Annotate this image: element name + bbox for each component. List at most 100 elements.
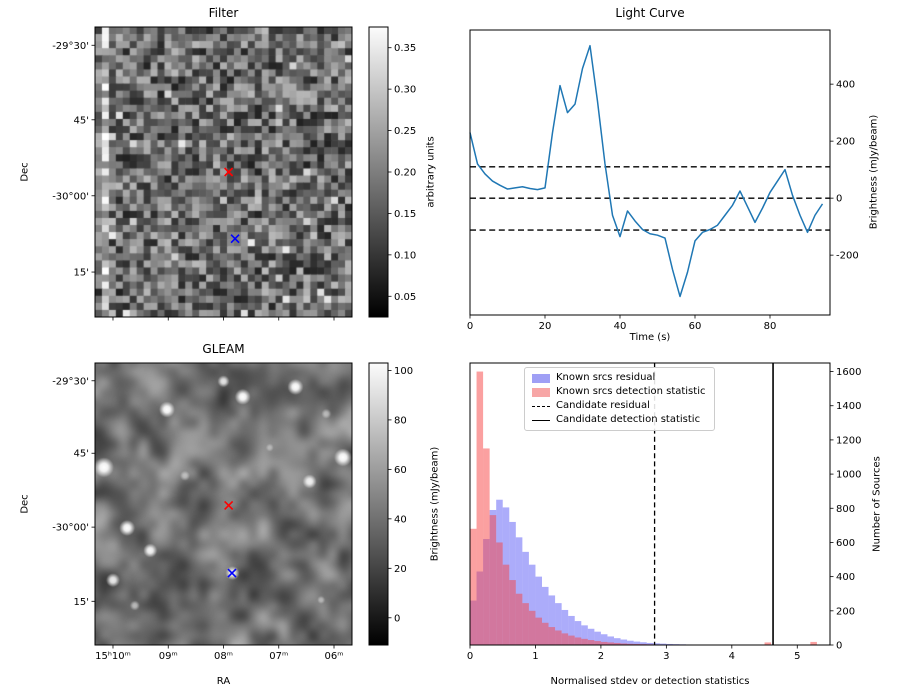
hist-bar-residual — [515, 537, 523, 645]
gleam-xlabel: RA — [216, 676, 231, 687]
hist-bar-detstat — [542, 622, 549, 645]
hist-bar-detstat — [627, 643, 634, 645]
tick-label: 0.20 — [394, 168, 416, 179]
light-curve-ylabel: Brightness (mJy/beam) — [868, 114, 880, 230]
light-curve-axes — [469, 29, 831, 316]
filter-colorbar-label: arbitrary units — [425, 136, 437, 208]
tick-label: 4 — [729, 651, 735, 662]
hist-bar-residual — [496, 499, 503, 645]
hist-bar-detstat — [515, 593, 523, 645]
tick-label: 60 — [394, 465, 407, 476]
filter-title: Filter — [208, 6, 239, 20]
tick-label: 40 — [614, 321, 627, 332]
hist-bar-residual — [627, 640, 634, 645]
tick-label: 800 — [836, 504, 855, 515]
legend-label-known-detstat: Known srcs detection statistic — [556, 386, 706, 397]
light-curve-line — [469, 44, 824, 298]
tick-label: -29°30' — [52, 41, 89, 52]
hist-bar-residual — [542, 586, 549, 645]
hist-bar-residual — [561, 609, 569, 645]
hist-bar-residual — [528, 564, 536, 645]
tick-label: -200 — [836, 251, 859, 262]
legend-label-candidate-detstat: Candidate detection statistic — [556, 414, 701, 425]
tick-label: 400 — [836, 572, 855, 583]
legend-row: Candidate detection statistic — [532, 414, 705, 426]
legend-row: Candidate residual — [532, 400, 705, 412]
gleam-colorbar-label: Brightness (mJy/beam) — [429, 446, 441, 562]
tick-label: 60 — [689, 321, 702, 332]
hist-bar-residual — [686, 644, 693, 645]
hist-bar-detstat — [548, 627, 556, 645]
hist-bar-residual — [489, 509, 497, 645]
hist-bar-detstat — [561, 633, 569, 645]
histogram-xlabel: Normalised stdev or detection statistics — [550, 676, 750, 687]
tick-label: 80 — [764, 321, 777, 332]
hist-bar-detstat — [620, 643, 628, 645]
hist-bar-detstat — [509, 580, 516, 645]
light-curve-title: Light Curve — [615, 6, 685, 20]
hist-bar-residual — [607, 636, 614, 645]
tick-label: 600 — [836, 538, 855, 549]
hist-bar-detstat — [535, 617, 542, 645]
hist-bar-detstat — [476, 371, 484, 645]
hist-bar-detstat — [633, 643, 641, 645]
hist-bar-residual — [679, 644, 686, 645]
hist-bar-detstat — [640, 644, 647, 645]
hist-bar-detstat — [555, 630, 562, 645]
tick-label: 08ᵐ — [214, 651, 233, 662]
tick-label: 0 — [836, 641, 842, 652]
filter-ylabel: Dec — [19, 162, 31, 182]
tick-label: 06ᵐ — [325, 651, 344, 662]
tick-label: 15ʰ10ᵐ — [95, 651, 131, 662]
tick-label: 40 — [394, 514, 407, 525]
tick-label: 100 — [394, 366, 413, 377]
hist-bar-residual — [594, 631, 601, 645]
tick-label: 1200 — [836, 435, 861, 446]
hist-bar-detstat — [653, 644, 660, 645]
hist-bar-detstat — [483, 448, 490, 645]
gleam-ylabel: Dec — [19, 494, 31, 514]
tick-label: 09ᵐ — [159, 651, 178, 662]
hist-bar-residual — [620, 639, 628, 645]
hist-bar-residual — [470, 600, 477, 645]
hist-bar-residual — [568, 615, 575, 645]
legend-row: Known srcs detection statistic — [532, 386, 705, 398]
tick-label: 20 — [394, 564, 407, 575]
tick-label: 0.15 — [394, 209, 416, 220]
hist-bar-detstat — [646, 644, 654, 645]
tick-label: 200 — [836, 137, 855, 148]
hist-bar-detstat — [764, 642, 772, 645]
tick-label: 1000 — [836, 470, 861, 481]
hist-bar-residual — [483, 539, 490, 645]
tick-label: 0 — [467, 321, 473, 332]
tick-label: 45' — [74, 115, 89, 126]
hist-bar-detstat — [489, 515, 497, 645]
tick-label: 3 — [663, 651, 669, 662]
tick-label: 1600 — [836, 367, 861, 378]
legend-solid-line-icon — [532, 419, 550, 421]
tick-label: 15' — [74, 597, 89, 608]
tick-label: 45' — [74, 449, 89, 460]
hist-bar-detstat — [614, 642, 621, 645]
filter-image — [95, 27, 352, 317]
hist-bar-detstat — [607, 642, 614, 645]
tick-label: -30°00' — [52, 523, 89, 534]
hist-bar-detstat — [600, 641, 608, 645]
tick-label: 0.05 — [394, 292, 416, 303]
hist-bar-residual — [640, 642, 647, 645]
tick-label: -30°00' — [52, 191, 89, 202]
hist-bar-detstat — [594, 641, 601, 645]
hist-bar-residual — [646, 642, 654, 645]
tick-label: -29°30' — [52, 376, 89, 387]
gleam-title: GLEAM — [202, 342, 245, 356]
hist-bar-detstat — [587, 640, 595, 645]
filter-colorbar — [369, 27, 388, 317]
hist-bar-residual — [659, 643, 667, 645]
tick-label: 200 — [836, 606, 855, 617]
hist-bar-residual — [666, 643, 673, 645]
hist-bar-residual — [587, 628, 595, 645]
tick-label: 15' — [74, 268, 89, 279]
hist-bar-detstat — [502, 564, 510, 645]
hist-bar-residual — [653, 643, 660, 645]
